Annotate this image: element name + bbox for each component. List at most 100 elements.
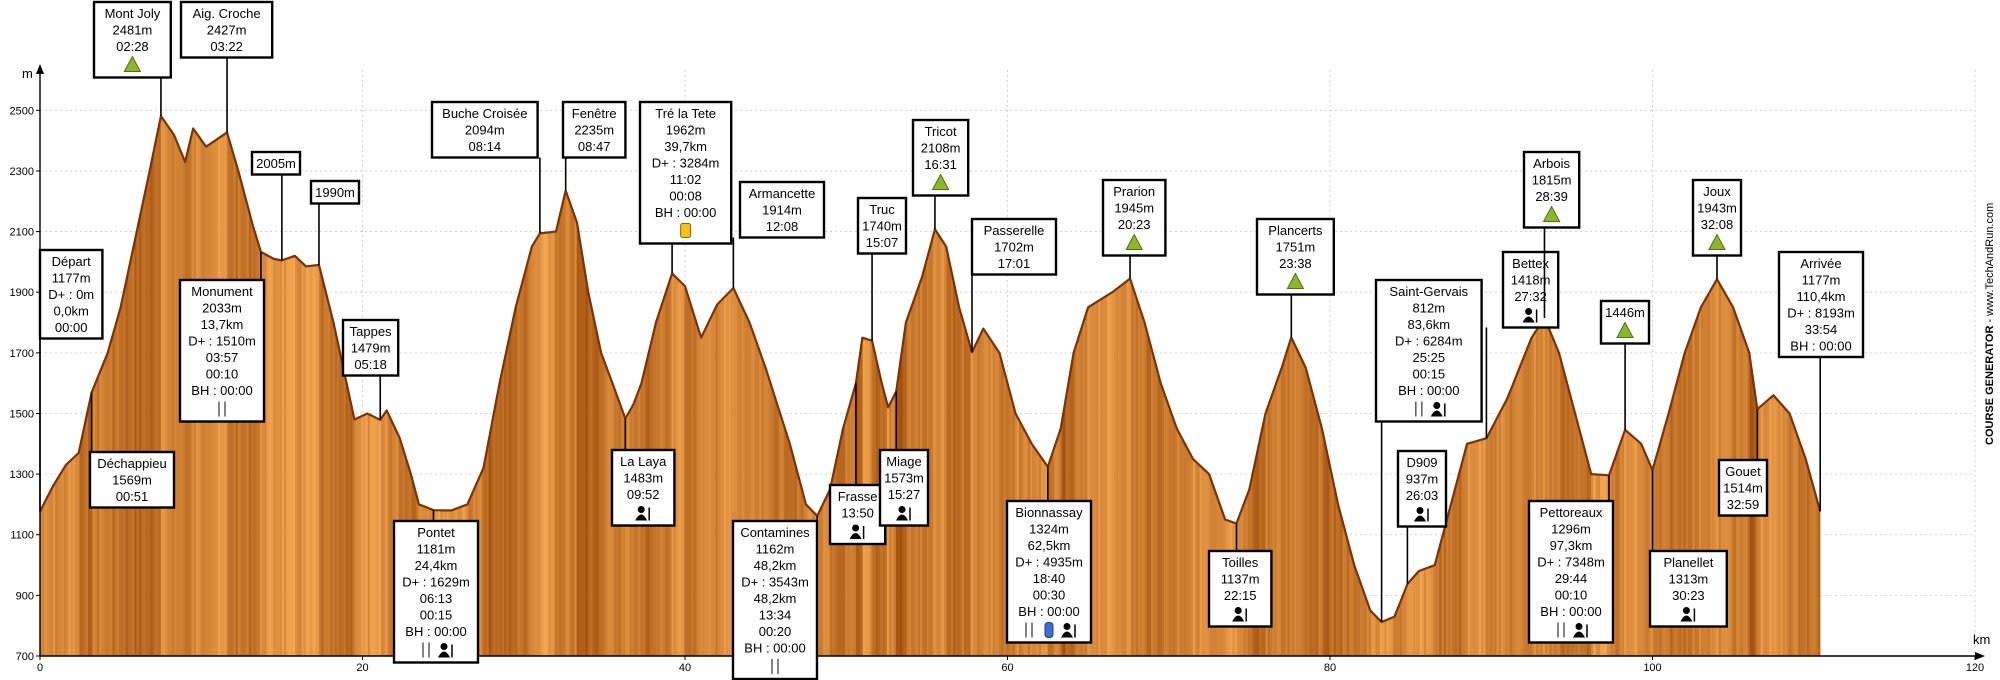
x-axis-unit: km bbox=[1973, 632, 1990, 647]
person-body-icon bbox=[1573, 631, 1585, 638]
profile-slice bbox=[46, 494, 50, 657]
profile-slice bbox=[1815, 495, 1819, 657]
profile-slice bbox=[1368, 607, 1372, 657]
waypoint-text: 33:54 bbox=[1805, 322, 1838, 337]
profile-slice bbox=[284, 258, 287, 657]
profile-slice bbox=[820, 503, 824, 657]
profile-slice bbox=[618, 400, 622, 657]
waypoint-text: 97,3km bbox=[1550, 538, 1593, 553]
profile-slice bbox=[1632, 436, 1636, 657]
profile-slice bbox=[1439, 539, 1442, 657]
profile-slice bbox=[317, 264, 320, 657]
profile-slice bbox=[1430, 565, 1434, 657]
profile-slice bbox=[534, 236, 538, 657]
profile-slice bbox=[1324, 443, 1328, 657]
profile-slice bbox=[886, 403, 890, 657]
profile-slice bbox=[961, 317, 965, 657]
waypoint-box bbox=[610, 448, 676, 527]
person-body-icon bbox=[1680, 615, 1693, 622]
waypoint-text: D+ : 3543m bbox=[741, 575, 809, 590]
profile-slice bbox=[299, 259, 303, 657]
profile-slice bbox=[508, 329, 512, 657]
waypoint-text: 48,2km bbox=[754, 591, 797, 606]
waypoint-text: 1177m bbox=[1802, 273, 1841, 288]
waypoint-text: 17:01 bbox=[998, 256, 1031, 271]
profile-slice bbox=[686, 292, 690, 657]
profile-slice bbox=[81, 428, 85, 657]
profile-slice bbox=[484, 450, 487, 657]
profile-slice bbox=[176, 140, 179, 657]
profile-slice bbox=[1494, 418, 1497, 657]
profile-slice bbox=[510, 319, 514, 657]
profile-slice bbox=[1283, 355, 1286, 657]
waypoint-text: 13,7km bbox=[201, 317, 244, 332]
waypoint-box bbox=[1777, 250, 1865, 359]
profile-slice bbox=[1179, 434, 1183, 657]
y-tick-label: 1500 bbox=[10, 408, 34, 420]
profile-slice bbox=[97, 373, 100, 657]
profile-slice bbox=[684, 285, 688, 657]
profile-slice bbox=[1340, 513, 1343, 657]
profile-slice bbox=[889, 400, 892, 657]
profile-slice bbox=[1489, 426, 1493, 657]
person-head-icon bbox=[1682, 607, 1690, 614]
y-tick-label: 1700 bbox=[10, 348, 34, 360]
profile-slice bbox=[567, 197, 571, 657]
profile-slice bbox=[950, 269, 954, 657]
person-head-icon bbox=[1063, 623, 1071, 630]
profile-slice bbox=[145, 179, 149, 657]
profile-slice bbox=[677, 278, 681, 657]
profile-slice bbox=[1428, 566, 1431, 657]
profile-slice bbox=[1782, 405, 1786, 657]
profile-slice bbox=[627, 410, 630, 657]
assistance-icon bbox=[1232, 607, 1247, 622]
waypoint-text: 03:22 bbox=[210, 39, 243, 54]
profile-slice bbox=[1399, 597, 1403, 657]
profile-slice bbox=[57, 474, 61, 657]
profile-slice bbox=[717, 301, 721, 657]
profile-slice bbox=[1811, 479, 1814, 657]
profile-slice bbox=[594, 321, 597, 657]
profile-slice bbox=[543, 232, 547, 657]
profile-slice bbox=[143, 189, 146, 657]
waypoint-box bbox=[1527, 499, 1615, 644]
profile-slice bbox=[966, 332, 969, 657]
y-tick-label: 900 bbox=[16, 590, 34, 602]
waypoint-text: 13:50 bbox=[841, 506, 874, 521]
profile-slice bbox=[83, 417, 87, 657]
waypoint-text: 18:40 bbox=[1033, 571, 1066, 586]
waypoint-text: 11:02 bbox=[670, 172, 702, 187]
profile-slice bbox=[1333, 484, 1337, 657]
profile-slice bbox=[486, 439, 490, 657]
profile-slice bbox=[699, 334, 703, 657]
profile-slice bbox=[1454, 481, 1458, 657]
profile-slice bbox=[1507, 391, 1511, 657]
waypoint-box bbox=[1501, 250, 1560, 329]
profile-slice bbox=[268, 255, 272, 657]
profile-slice bbox=[174, 135, 177, 657]
profile-slice bbox=[1291, 338, 1295, 657]
profile-slice bbox=[321, 275, 325, 657]
y-tick-label: 1900 bbox=[10, 287, 34, 299]
waypoint-text: 1137m bbox=[1221, 572, 1260, 587]
profile-slice bbox=[1287, 341, 1291, 657]
profile-slice bbox=[1775, 397, 1779, 657]
profile-slice bbox=[77, 448, 80, 657]
waypoint-text: 00:10 bbox=[1555, 588, 1588, 603]
profile-slice bbox=[345, 379, 349, 657]
waypoint-text: 1945m bbox=[1114, 201, 1154, 216]
profile-slice bbox=[1192, 458, 1196, 657]
waypoint-text: Tricot bbox=[925, 124, 957, 139]
x-tick-label: 100 bbox=[1643, 662, 1661, 674]
profile-slice bbox=[1426, 567, 1429, 657]
y-tick-label: 1100 bbox=[10, 530, 34, 542]
waypoint-text: 15:27 bbox=[888, 487, 921, 502]
profile-slice bbox=[992, 342, 996, 657]
profile-slice bbox=[1478, 439, 1482, 657]
profile-slice bbox=[1318, 415, 1321, 657]
